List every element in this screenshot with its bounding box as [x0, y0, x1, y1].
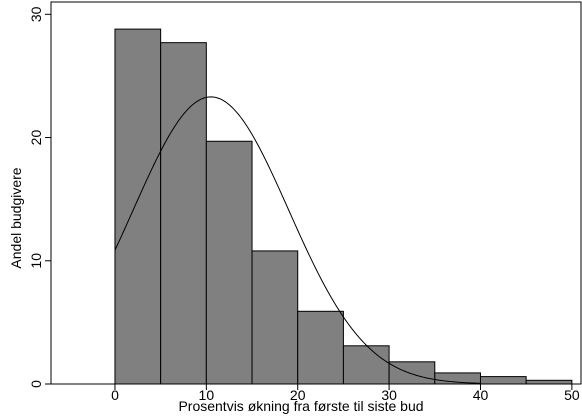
y-tick-label-1: 10 — [28, 253, 44, 269]
y-tick-label-0: 0 — [28, 380, 44, 388]
normal-density-curve — [114, 96, 481, 384]
histogram-bar-5 — [342, 345, 390, 385]
x-tick-label-2: 20 — [290, 387, 306, 403]
y-axis-title: Andel budgivere — [8, 167, 24, 268]
histogram-bar-6 — [388, 361, 436, 385]
y-axis: 0 10 20 30 — [28, 6, 51, 388]
histogram-bar-9 — [525, 379, 573, 385]
bars-group — [114, 28, 573, 385]
x-tick-label-3: 30 — [381, 387, 397, 403]
y-tick-label-2: 20 — [28, 130, 44, 146]
histogram-bar-3 — [251, 250, 299, 385]
histogram-bar-1 — [160, 42, 207, 385]
x-tick-label-4: 40 — [473, 387, 489, 403]
x-axis: 0 10 20 30 40 50 — [111, 384, 580, 403]
histogram-bar-2 — [205, 140, 253, 385]
x-axis-title: Prosentvis økning fra første til siste b… — [178, 398, 423, 414]
x-tick-label-5: 50 — [564, 387, 580, 403]
histogram-bar-4 — [297, 310, 344, 385]
histogram-bar-0 — [114, 28, 162, 385]
x-tick-label-0: 0 — [111, 387, 119, 403]
x-tick-label-1: 10 — [199, 387, 215, 403]
y-tick-label-3: 30 — [28, 6, 44, 22]
histogram-bar-8 — [479, 376, 527, 385]
